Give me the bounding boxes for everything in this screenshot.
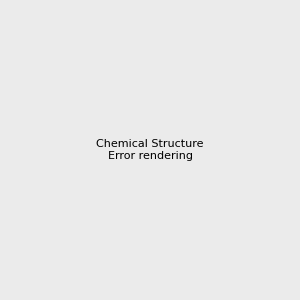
Text: Chemical Structure
Error rendering: Chemical Structure Error rendering (96, 139, 204, 161)
